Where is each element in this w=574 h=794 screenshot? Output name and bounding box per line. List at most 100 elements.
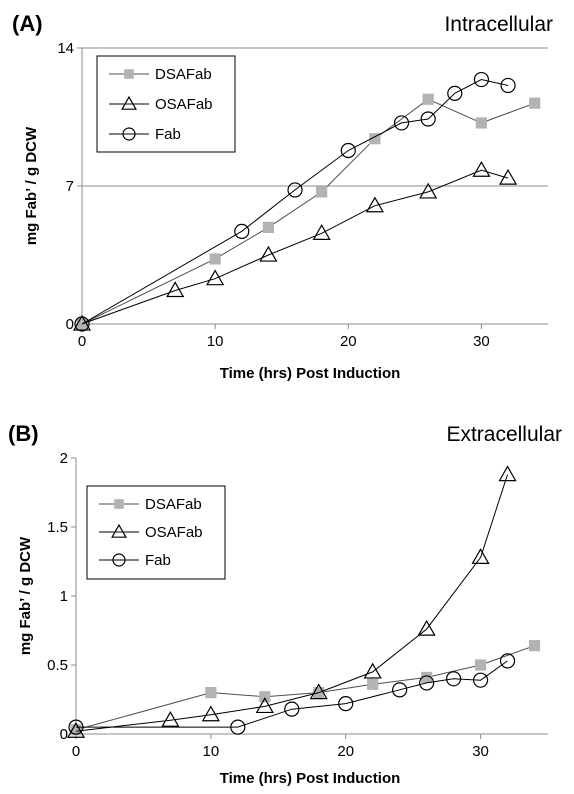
data-point: [471, 548, 490, 564]
series-line: [81, 169, 509, 325]
data-point: [474, 659, 487, 671]
data-point: [472, 672, 489, 688]
data-point: [367, 678, 379, 690]
data-point: [420, 111, 436, 127]
data-point: [392, 682, 408, 698]
x-tick-label: 30: [473, 333, 490, 350]
data-point: [66, 721, 86, 738]
data-point: [498, 465, 517, 482]
legend-marker-triangle: [121, 95, 137, 110]
y-axis-title: mg Fab’ / g DCW: [23, 126, 40, 245]
data-point: [201, 705, 220, 722]
data-point: [72, 314, 92, 331]
series-line: [75, 474, 508, 732]
data-point: [393, 115, 410, 131]
legend-label: OSAFab: [145, 524, 203, 541]
panel-label: (A): [12, 11, 43, 36]
x-tick-label: 0: [72, 743, 80, 760]
data-point: [316, 186, 328, 198]
data-point: [529, 97, 541, 109]
legend-marker-square: [114, 499, 124, 509]
data-point: [421, 671, 433, 684]
x-axis-title: Time (hrs) Post Induction: [220, 770, 401, 787]
legend: DSAFab OSAFab Fab: [86, 485, 226, 580]
legend-marker-circle: [112, 553, 126, 567]
y-axis-title: mg Fab’ / g DCW: [17, 536, 34, 655]
data-point: [447, 85, 463, 101]
chart-title: Extracellular: [446, 423, 562, 446]
data-point: [259, 245, 278, 262]
y-tick-label: 1: [60, 588, 68, 605]
data-point: [161, 710, 180, 727]
data-point: [259, 691, 271, 703]
series-osafab: [72, 160, 518, 331]
series-line: [81, 98, 535, 325]
data-point: [68, 719, 84, 735]
data-point: [369, 133, 381, 145]
data-point: [312, 224, 331, 240]
data-point: [255, 697, 274, 714]
data-point: [475, 117, 488, 129]
panel-label: (B): [8, 421, 39, 446]
y-tick-label: 2: [60, 450, 68, 467]
data-point: [284, 701, 300, 717]
panel-b: 0 10 20 30 0 0.5 1 1.5 2 (B) Extracellular Time (hr…: [8, 421, 562, 787]
data-point: [500, 77, 516, 94]
data-point: [206, 269, 225, 286]
data-point: [528, 640, 541, 652]
data-point: [365, 196, 384, 213]
x-tick-label: 0: [78, 333, 86, 350]
x-tick-label: 20: [337, 743, 354, 760]
data-point: [340, 142, 356, 159]
data-point: [70, 724, 82, 736]
series-line: [76, 660, 508, 728]
data-point: [499, 653, 516, 669]
y-tick-label: 0: [66, 316, 74, 333]
x-tick-label: 10: [207, 333, 224, 350]
series-fab: [68, 653, 516, 735]
legend-label: DSAFab: [155, 66, 212, 83]
chart-title: Intracellular: [444, 13, 553, 36]
x-tick-label: 10: [203, 743, 220, 760]
data-point: [417, 619, 436, 636]
data-point: [287, 182, 303, 198]
legend-marker-triangle: [111, 523, 127, 538]
data-point: [166, 281, 185, 298]
data-point: [205, 687, 217, 699]
data-point: [473, 71, 490, 88]
y-tick-label: 14: [57, 40, 74, 57]
legend-label: Fab: [155, 126, 181, 143]
series-osafab: [66, 465, 517, 738]
panel-a: 0 10 20 30 0 7 14 (A) Intracellular Time (hrs) Po…: [12, 11, 553, 382]
data-point: [419, 675, 435, 691]
data-point: [472, 160, 491, 177]
series-fab: [74, 71, 516, 332]
data-point: [230, 719, 246, 735]
legend-marker-circle: [122, 127, 136, 141]
y-tick-label: 1.5: [47, 519, 68, 536]
data-point: [446, 671, 462, 687]
legend-label: DSAFab: [145, 496, 202, 513]
data-point: [419, 182, 438, 199]
legend-label: OSAFab: [155, 96, 213, 113]
data-point: [74, 316, 90, 332]
data-point: [209, 253, 221, 265]
data-point: [422, 93, 434, 105]
data-point: [234, 223, 250, 239]
y-tick-label: 0: [60, 726, 68, 743]
series-dsafab: [70, 640, 541, 736]
data-point: [309, 683, 328, 700]
data-point: [498, 168, 518, 185]
data-point: [338, 696, 354, 712]
x-tick-label: 30: [472, 743, 489, 760]
data-point: [363, 662, 382, 679]
data-point: [262, 221, 274, 233]
x-axis-title: Time (hrs) Post Induction: [220, 365, 401, 382]
legend-marker-square: [124, 69, 134, 79]
x-tick-label: 20: [340, 333, 357, 350]
series-line: [75, 645, 535, 731]
y-tick-label: 7: [66, 178, 74, 195]
series-line: [81, 78, 509, 325]
